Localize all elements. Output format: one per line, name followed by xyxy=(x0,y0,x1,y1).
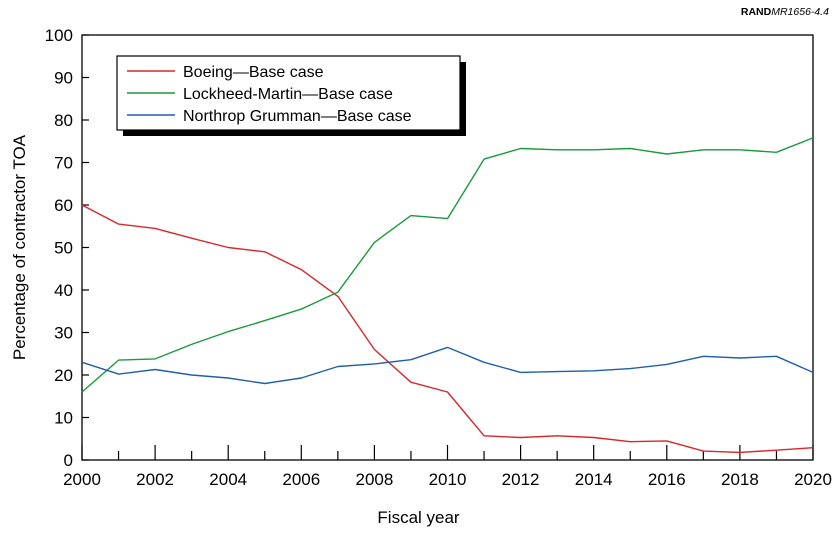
figure-credit: RANDMR1656-4.4 xyxy=(741,6,829,18)
y-tick-label: 0 xyxy=(64,451,73,470)
y-tick-label: 20 xyxy=(54,366,73,385)
y-tick-label: 100 xyxy=(45,26,73,45)
x-tick-label: 2016 xyxy=(648,470,686,489)
y-tick-label: 50 xyxy=(54,239,73,258)
x-axis-label: Fiscal year xyxy=(377,508,460,527)
y-tick-label: 40 xyxy=(54,281,73,300)
y-axis-label: Percentage of contractor TOA xyxy=(10,134,29,360)
series-line-2 xyxy=(81,137,814,393)
x-tick-label: 2014 xyxy=(575,470,613,489)
x-tick-label: 2008 xyxy=(355,470,393,489)
legend-entry-2: Lockheed-Martin—Base case xyxy=(183,86,393,103)
y-tick-label: 30 xyxy=(54,324,73,343)
credit-org: RAND xyxy=(740,6,772,18)
legend-entry-1: Boeing—Base case xyxy=(183,64,324,81)
x-tick-label: 2020 xyxy=(794,470,832,489)
legend-entry-3: Northrop Grumman—Base case xyxy=(183,108,412,125)
series-line-3 xyxy=(81,346,814,385)
y-tick-label: 80 xyxy=(54,111,73,130)
x-tick-label: 2018 xyxy=(721,470,759,489)
y-tick-label: 70 xyxy=(54,154,73,173)
series-line-1 xyxy=(81,204,814,454)
x-tick-label: 2010 xyxy=(429,470,467,489)
x-tick-label: 2004 xyxy=(209,470,247,489)
x-tick-label: 2002 xyxy=(136,470,174,489)
credit-code: MR1656-4.4 xyxy=(771,6,829,18)
y-tick-label: 60 xyxy=(54,196,73,215)
x-tick-label: 2012 xyxy=(502,470,540,489)
x-tick-label: 2000 xyxy=(63,470,101,489)
y-tick-label: 90 xyxy=(54,69,73,88)
x-tick-label: 2006 xyxy=(282,470,320,489)
y-tick-label: 10 xyxy=(54,409,73,428)
